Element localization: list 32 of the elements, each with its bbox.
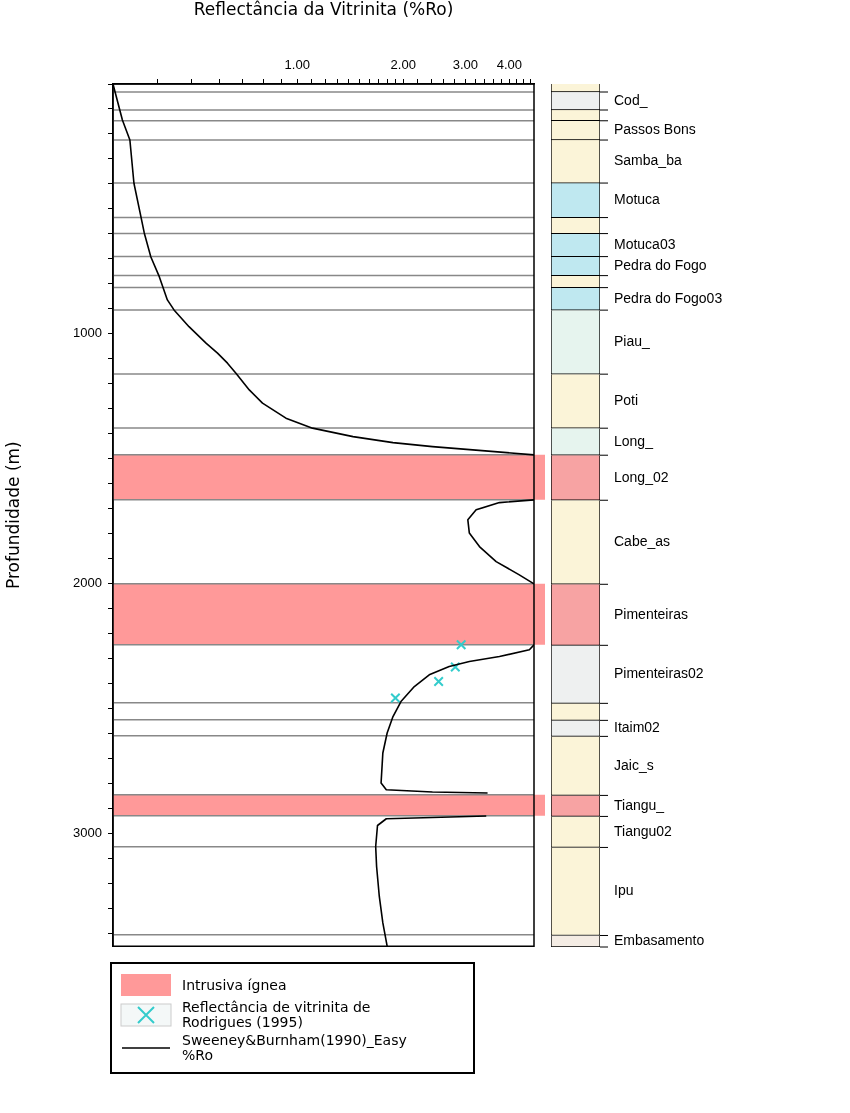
x-tick-label: 2.00 [390,56,416,72]
series-label: Tiangu02 [614,822,673,839]
x-tick-label: 4.00 [496,56,522,72]
series-label: Passos Bons [614,121,696,138]
series-label: Samba_ba [614,152,682,169]
y-axis-title: Profundidade (m) [2,441,23,589]
x-tick-label: 3.00 [452,56,478,72]
series-label: Motuca [614,191,661,208]
y-tick-label: 2000 [73,575,102,591]
series-label: Pimenteiras [614,605,688,622]
series-label: Piau_ [614,333,651,350]
series-label: Cabe_as [614,533,671,550]
x-tick-label: 1.00 [284,56,310,72]
series-label: Pimenteiras02 [614,665,704,682]
y-tick-label: 1000 [73,325,102,341]
series-label: Jaic_s [614,756,654,773]
legend-label: Sweeney&Burnham(1990)_Easy %Ro [182,1032,408,1063]
series-label: Long_ [614,432,654,449]
series-label: Cod_ [614,91,648,108]
series-label: Motuca03 [614,235,676,252]
series-label: Embasamento [614,932,705,949]
series-label: Ipu [614,882,634,899]
y-tick-label: 3000 [73,825,102,841]
series-label: Long_02 [614,468,669,485]
series-label: Pedra do Fogo03 [614,289,723,306]
series-label: Pedra do Fogo [614,256,707,273]
legend-label: Reflectância de vitrinita de Rodrigues (1995) [182,999,372,1030]
x-axis-title: Reflectância da Vitrinita (%Ro) [193,0,454,19]
series-label: Tiangu_ [614,796,665,813]
series-label: Poti [614,392,639,409]
legend-label: Intrusiva ígnea [182,976,288,993]
series-label: Itaim02 [614,719,661,736]
